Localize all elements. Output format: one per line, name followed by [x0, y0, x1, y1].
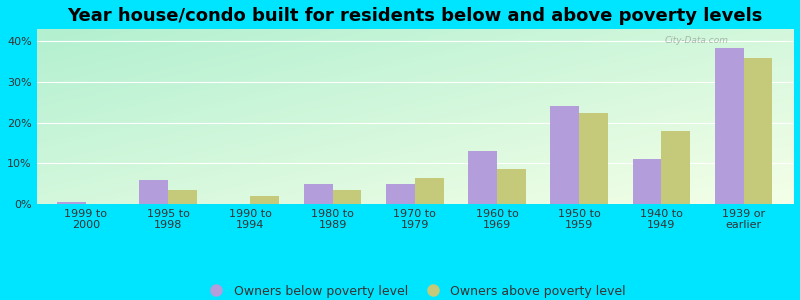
Bar [57, 202, 86, 204]
Title: Year house/condo built for residents below and above poverty levels: Year house/condo built for residents bel… [67, 7, 762, 25]
Bar [497, 169, 526, 204]
Bar [468, 151, 497, 204]
Bar [579, 112, 608, 204]
Bar [139, 180, 168, 204]
Bar [633, 159, 662, 204]
Legend: Owners below poverty level, Owners above poverty level: Owners below poverty level, Owners above… [198, 280, 631, 300]
Bar [550, 106, 579, 204]
Bar [168, 190, 197, 204]
Bar [386, 184, 415, 204]
Bar [715, 48, 744, 204]
Bar [415, 178, 443, 204]
Bar [304, 184, 333, 204]
Bar [250, 196, 279, 204]
Text: City-Data.com: City-Data.com [665, 36, 729, 45]
Bar [744, 58, 773, 204]
Bar [333, 190, 362, 204]
Bar [662, 131, 690, 204]
